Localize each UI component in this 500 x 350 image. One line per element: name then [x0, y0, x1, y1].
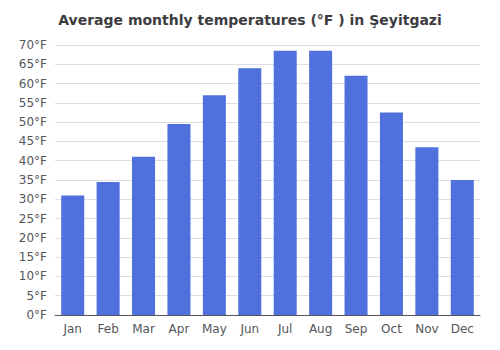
svg-text:Mar: Mar: [132, 322, 155, 336]
svg-text:Oct: Oct: [381, 322, 402, 336]
svg-text:25°F: 25°F: [19, 212, 47, 226]
svg-text:10°F: 10°F: [19, 269, 47, 283]
svg-text:70°F: 70°F: [19, 38, 47, 52]
svg-text:30°F: 30°F: [19, 192, 47, 206]
svg-text:20°F: 20°F: [19, 231, 47, 245]
svg-text:15°F: 15°F: [19, 250, 47, 264]
svg-text:Jan: Jan: [62, 322, 82, 336]
svg-text:Aug: Aug: [309, 322, 332, 336]
svg-text:Jul: Jul: [277, 322, 292, 336]
svg-text:Average monthly temperatures (: Average monthly temperatures (°F ) in Şe…: [58, 12, 442, 28]
svg-text:60°F: 60°F: [19, 77, 47, 91]
svg-text:35°F: 35°F: [19, 173, 47, 187]
svg-text:Sep: Sep: [345, 322, 368, 336]
svg-text:65°F: 65°F: [19, 57, 47, 71]
svg-text:Jun: Jun: [239, 322, 259, 336]
svg-text:45°F: 45°F: [19, 134, 47, 148]
svg-text:May: May: [202, 322, 227, 336]
svg-text:Feb: Feb: [98, 322, 119, 336]
svg-text:Nov: Nov: [415, 322, 438, 336]
svg-text:0°F: 0°F: [26, 308, 47, 322]
svg-text:5°F: 5°F: [26, 289, 47, 303]
svg-text:55°F: 55°F: [19, 96, 47, 110]
svg-text:Apr: Apr: [169, 322, 190, 336]
svg-text:40°F: 40°F: [19, 154, 47, 168]
svg-text:Dec: Dec: [451, 322, 474, 336]
svg-text:50°F: 50°F: [19, 115, 47, 129]
